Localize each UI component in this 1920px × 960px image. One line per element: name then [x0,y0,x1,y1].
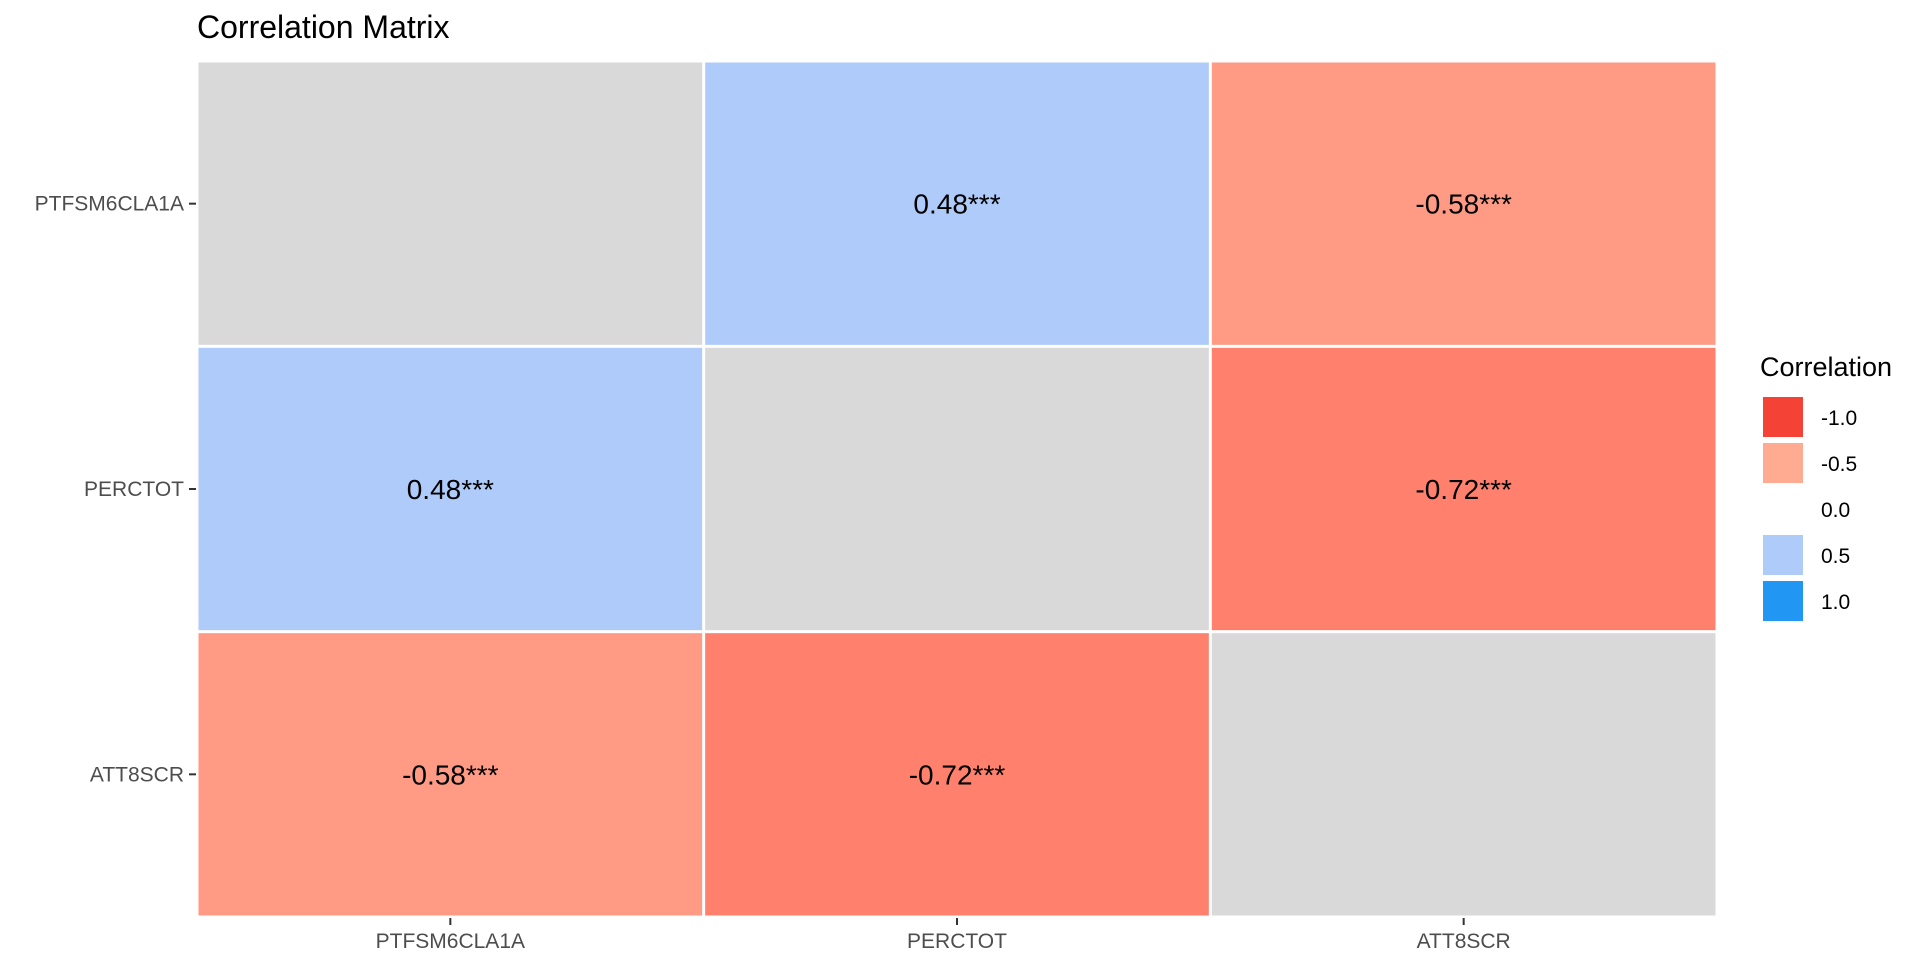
cell-label-perctot-ptfsm6cla1a: 0.48*** [407,474,494,505]
heatmap-cell-att8scr-perctot [705,633,1209,916]
legend-label-0-5: 0.5 [1821,545,1850,568]
heatmap-cell-ptfsm6cla1a-perctot [705,62,1209,345]
y-tick-label-ptfsm6cla1a: PTFSM6CLA1A [35,193,184,216]
heatmap-cells: 0.48*** -0.58*** 0.48*** -0.72*** -0.58*** -0… [198,62,1716,916]
heatmap-cell-att8scr-att8scr [1211,633,1716,916]
legend-key-0-0 [1763,489,1803,529]
legend-key--0-5 [1763,443,1803,483]
legend-label-1-0: 1.0 [1821,591,1850,614]
legend-key--1-0 [1763,397,1803,437]
legend-key-1-0 [1763,581,1803,621]
legend: Correlation -1.0 -0.5 0.0 0.5 1.0 [1760,352,1892,621]
cell-label-ptfsm6cla1a-perctot: 0.48*** [913,189,1000,220]
heatmap-cell-att8scr-ptfsm6cla1a [198,633,703,916]
legend-label--0-5: -0.5 [1821,453,1857,476]
heatmap-cell-perctot-ptfsm6cla1a [198,347,703,631]
heatmap-cell-perctot-att8scr [1211,347,1716,631]
heatmap-cell-ptfsm6cla1a-ptfsm6cla1a [198,62,703,345]
x-tick-label-perctot: PERCTOT [907,930,1007,953]
chart-title: Correlation Matrix [197,9,450,45]
y-tick-label-perctot: PERCTOT [84,478,184,501]
legend-label--1-0: -1.0 [1821,407,1857,430]
x-tick-label-att8scr: ATT8SCR [1417,930,1511,953]
y-tick-label-att8scr: ATT8SCR [90,763,184,786]
cell-label-att8scr-ptfsm6cla1a: -0.58*** [402,759,499,790]
axes: PTFSM6CLA1A PERCTOT ATT8SCR PTFSM6CLA1A PERC… [35,193,1511,953]
heatmap-cell-perctot-perctot [705,347,1209,631]
legend-label-0-0: 0.0 [1821,499,1850,522]
x-tick-label-ptfsm6cla1a: PTFSM6CLA1A [376,930,525,953]
cell-label-perctot-att8scr: -0.72*** [1415,474,1512,505]
cell-label-att8scr-perctot: -0.72*** [909,759,1006,790]
legend-title: Correlation [1760,352,1892,382]
legend-key-0-5 [1763,535,1803,575]
heatmap-cell-ptfsm6cla1a-att8scr [1211,62,1716,345]
cell-label-ptfsm6cla1a-att8scr: -0.58*** [1415,189,1512,220]
